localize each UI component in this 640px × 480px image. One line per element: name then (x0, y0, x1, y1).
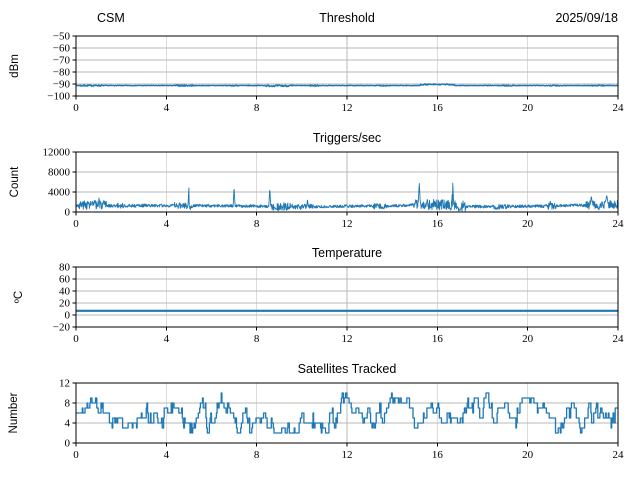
y-tick-label: 12000 (43, 147, 71, 159)
y-tick-label: 60 (59, 274, 71, 286)
y-tick-label: 40 (59, 286, 71, 298)
x-tick-label: 12 (342, 102, 353, 114)
y-tick-label: 12 (59, 378, 70, 390)
y-tick-label: 0 (65, 438, 71, 450)
x-tick-label: 24 (613, 102, 625, 114)
x-tick-label: 8 (254, 449, 260, 461)
x-tick-label: 4 (164, 218, 170, 230)
y-tick-label: 80 (59, 262, 71, 274)
x-tick-label: 16 (432, 333, 444, 345)
x-tick-label: 16 (432, 102, 444, 114)
satellites-plot-title: Satellites Tracked (297, 362, 397, 376)
x-tick-label: 12 (342, 449, 353, 461)
x-tick-label: 8 (254, 333, 260, 345)
y-tick-label: −50 (53, 31, 71, 43)
y-tick-label: −90 (53, 79, 71, 91)
x-tick-label: 24 (613, 333, 625, 345)
y-tick-label: −20 (53, 322, 71, 334)
x-tick-label: 12 (342, 218, 353, 230)
x-tick-label: 4 (164, 333, 170, 345)
y-tick-label: −60 (53, 43, 71, 55)
y-tick-label: 4 (65, 418, 71, 430)
x-tick-label: 0 (73, 449, 79, 461)
x-tick-label: 12 (342, 333, 353, 345)
y-tick-label: 8000 (48, 167, 71, 179)
y-tick-label: −70 (53, 55, 71, 67)
threshold-ylabel: dBm (9, 54, 21, 78)
threshold_dbm-line (76, 83, 618, 88)
satellites-plot: 0 4 8 12 0 4 8 12 16 20 24 (59, 378, 624, 462)
temperature-ylabel: ºC (13, 290, 25, 304)
x-tick-label: 20 (522, 102, 534, 114)
x-tick-label: 0 (73, 102, 79, 114)
x-tick-label: 20 (522, 449, 534, 461)
temperature-plot-title: Temperature (311, 246, 383, 260)
y-tick-label: 20 (59, 298, 71, 310)
y-tick-label: 0 (65, 207, 71, 219)
triggers-plot: 0 4000 8000 12000 0 4 8 12 16 20 24 (43, 147, 625, 231)
triggers_per_sec-line (76, 182, 618, 212)
x-tick-label: 24 (613, 449, 625, 461)
date-label: 2025/09/18 (555, 11, 618, 25)
x-tick-label: 16 (432, 449, 444, 461)
x-tick-label: 4 (164, 449, 170, 461)
y-tick-label: −100 (47, 91, 70, 103)
x-tick-label: 8 (254, 102, 260, 114)
satellites-ylabel: Number (8, 392, 20, 434)
x-tick-label: 16 (432, 218, 444, 230)
x-tick-label: 0 (73, 218, 79, 230)
satellites_tracked-line (76, 392, 618, 434)
triggers-plot-title: Triggers/sec (312, 131, 382, 145)
y-tick-label: 4000 (48, 187, 71, 199)
triggers-ylabel: Count (9, 166, 21, 198)
x-tick-label: 24 (613, 218, 625, 230)
x-tick-label: 4 (164, 102, 170, 114)
x-tick-label: 20 (522, 218, 534, 230)
station-label: CSM (97, 11, 125, 25)
x-tick-label: 20 (522, 333, 534, 345)
y-tick-label: 8 (65, 398, 71, 410)
y-tick-label: 0 (65, 310, 71, 322)
threshold-plot: −100−90−80−70−60−50 0 4 8 12 16 20 24 (47, 31, 624, 115)
x-tick-label: 8 (254, 218, 260, 230)
y-tick-label: −80 (53, 67, 71, 79)
x-tick-label: 0 (73, 333, 79, 345)
threshold-plot-title: Threshold (319, 11, 375, 25)
